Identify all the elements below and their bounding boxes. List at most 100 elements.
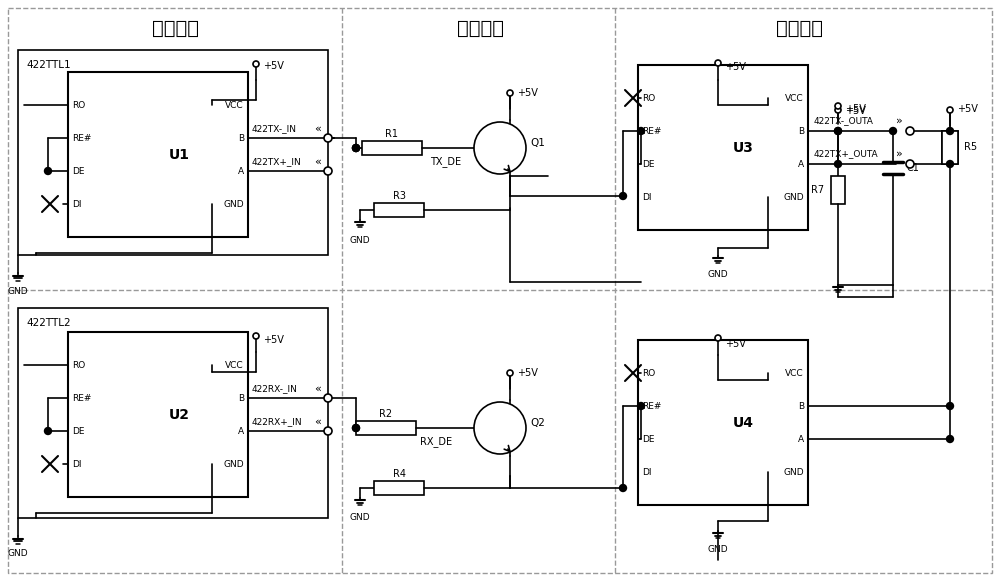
Circle shape bbox=[45, 428, 52, 435]
Text: GND: GND bbox=[8, 550, 28, 558]
Text: R3: R3 bbox=[392, 191, 406, 201]
Circle shape bbox=[906, 160, 914, 168]
Text: VCC: VCC bbox=[785, 94, 804, 102]
Text: GND: GND bbox=[708, 270, 728, 278]
Bar bbox=[942, 131, 958, 164]
Text: RX_DE: RX_DE bbox=[420, 436, 452, 447]
Text: GND: GND bbox=[708, 544, 728, 554]
Circle shape bbox=[353, 145, 360, 152]
Circle shape bbox=[946, 160, 953, 167]
Text: VCC: VCC bbox=[225, 101, 244, 109]
Bar bbox=[18, 50, 328, 255]
Circle shape bbox=[834, 160, 841, 167]
Circle shape bbox=[324, 394, 332, 402]
Text: U4: U4 bbox=[733, 415, 754, 429]
Circle shape bbox=[906, 127, 914, 135]
Text: +5V: +5V bbox=[845, 104, 866, 114]
Circle shape bbox=[353, 425, 360, 432]
Text: +5V: +5V bbox=[725, 62, 746, 72]
Circle shape bbox=[353, 425, 360, 432]
Text: B: B bbox=[238, 393, 244, 403]
Text: A: A bbox=[798, 435, 804, 443]
Text: RE#: RE# bbox=[72, 393, 91, 403]
Text: GND: GND bbox=[8, 286, 28, 296]
Text: GND: GND bbox=[350, 235, 370, 245]
Text: GND: GND bbox=[783, 468, 804, 476]
Circle shape bbox=[507, 90, 513, 96]
Circle shape bbox=[45, 167, 52, 174]
Circle shape bbox=[946, 127, 953, 134]
Text: VCC: VCC bbox=[225, 360, 244, 370]
Bar bbox=[638, 340, 808, 505]
Text: R1: R1 bbox=[386, 129, 398, 139]
Text: RO: RO bbox=[642, 368, 655, 378]
Text: DI: DI bbox=[72, 460, 82, 468]
Text: «: « bbox=[314, 124, 321, 134]
Text: +5V: +5V bbox=[263, 61, 284, 71]
Text: DE: DE bbox=[642, 160, 654, 168]
Text: C1: C1 bbox=[907, 163, 920, 173]
Text: 422TTL2: 422TTL2 bbox=[26, 318, 71, 328]
Circle shape bbox=[353, 145, 360, 152]
Bar bbox=[374, 203, 424, 217]
Circle shape bbox=[620, 485, 626, 492]
Circle shape bbox=[324, 134, 332, 142]
Circle shape bbox=[946, 436, 953, 443]
Circle shape bbox=[507, 370, 513, 376]
Text: 422TX+_OUTA: 422TX+_OUTA bbox=[814, 149, 879, 159]
Circle shape bbox=[834, 127, 841, 134]
Text: DE: DE bbox=[72, 167, 85, 175]
Text: »: » bbox=[896, 149, 903, 159]
Text: 422TX-_OUTA: 422TX-_OUTA bbox=[814, 117, 874, 125]
Text: «: « bbox=[314, 417, 321, 427]
Text: RE#: RE# bbox=[642, 127, 661, 135]
Text: «: « bbox=[314, 157, 321, 167]
Circle shape bbox=[947, 107, 953, 113]
Text: VCC: VCC bbox=[785, 368, 804, 378]
Text: 第一部分: 第一部分 bbox=[152, 19, 199, 38]
Text: 422TTL1: 422TTL1 bbox=[26, 60, 71, 70]
Text: R2: R2 bbox=[379, 409, 393, 419]
Bar bbox=[68, 332, 248, 497]
Text: A: A bbox=[238, 167, 244, 175]
Text: 第三部分: 第三部分 bbox=[776, 19, 823, 38]
Text: U1: U1 bbox=[169, 148, 190, 162]
Bar bbox=[831, 176, 845, 204]
Text: »: » bbox=[896, 116, 903, 126]
Text: +5V: +5V bbox=[517, 88, 538, 98]
Text: A: A bbox=[238, 426, 244, 436]
Text: R4: R4 bbox=[392, 469, 406, 479]
Text: +5V: +5V bbox=[517, 368, 538, 378]
Circle shape bbox=[474, 122, 526, 174]
Text: GND: GND bbox=[223, 199, 244, 209]
Text: DI: DI bbox=[642, 192, 652, 202]
Text: «: « bbox=[314, 384, 321, 394]
Text: GND: GND bbox=[223, 460, 244, 468]
Circle shape bbox=[946, 403, 953, 410]
Circle shape bbox=[353, 145, 360, 152]
Circle shape bbox=[253, 61, 259, 67]
Text: U3: U3 bbox=[733, 141, 754, 155]
Text: +5V: +5V bbox=[845, 106, 866, 116]
Text: 422TX+_IN: 422TX+_IN bbox=[252, 157, 302, 167]
Text: GND: GND bbox=[350, 514, 370, 522]
Circle shape bbox=[638, 403, 644, 410]
Text: Q2: Q2 bbox=[530, 418, 545, 428]
Text: RO: RO bbox=[642, 94, 655, 102]
Text: R5: R5 bbox=[964, 142, 977, 152]
Circle shape bbox=[253, 333, 259, 339]
Circle shape bbox=[715, 60, 721, 66]
Text: 422RX-_IN: 422RX-_IN bbox=[252, 385, 298, 393]
Text: RE#: RE# bbox=[72, 134, 91, 142]
Circle shape bbox=[834, 127, 841, 134]
Circle shape bbox=[324, 427, 332, 435]
Text: TX_DE: TX_DE bbox=[430, 156, 461, 167]
Text: U2: U2 bbox=[169, 407, 190, 421]
Text: 422RX+_IN: 422RX+_IN bbox=[252, 418, 303, 426]
Text: DE: DE bbox=[72, 426, 85, 436]
Circle shape bbox=[474, 402, 526, 454]
Circle shape bbox=[835, 103, 841, 109]
Bar bbox=[356, 421, 416, 435]
Text: 422TX-_IN: 422TX-_IN bbox=[252, 124, 297, 134]
Bar bbox=[362, 141, 422, 155]
